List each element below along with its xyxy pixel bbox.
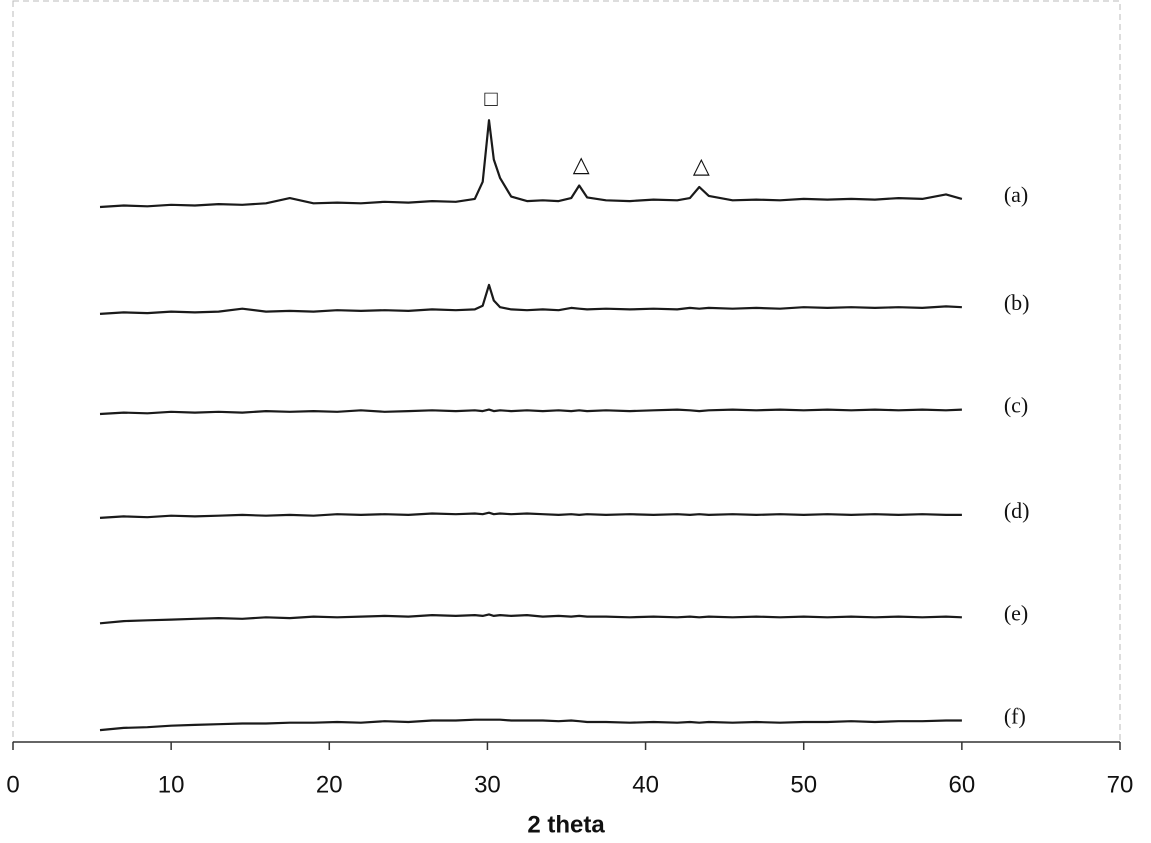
series-label: (c) bbox=[1004, 393, 1028, 418]
x-tick-label: 70 bbox=[1107, 771, 1134, 798]
series-line bbox=[99, 408, 962, 416]
series-label: (f) bbox=[1004, 704, 1026, 729]
series-label: (b) bbox=[1004, 290, 1030, 315]
series-line bbox=[99, 283, 962, 315]
x-tick-label: 20 bbox=[316, 771, 343, 798]
x-tick-label: 50 bbox=[790, 771, 817, 798]
peak-marker: □ bbox=[484, 86, 497, 111]
x-tick-label: 10 bbox=[158, 771, 185, 798]
x-tick-label: 40 bbox=[632, 771, 659, 798]
x-tick-label: 60 bbox=[949, 771, 976, 798]
x-tick-label: 0 bbox=[6, 771, 19, 798]
series-label: (e) bbox=[1004, 600, 1028, 625]
series-line bbox=[99, 119, 963, 209]
series-line bbox=[99, 511, 962, 519]
series-label: (a) bbox=[1004, 182, 1028, 207]
x-tick-label: 30 bbox=[474, 771, 501, 798]
series-line bbox=[99, 613, 962, 625]
series-line bbox=[99, 718, 962, 732]
x-axis-title: 2 theta bbox=[527, 811, 605, 838]
plot-frame bbox=[12, 0, 1121, 743]
series-label: (d) bbox=[1004, 498, 1030, 523]
peak-marker: △ bbox=[693, 153, 710, 178]
peak-marker: △ bbox=[573, 151, 590, 176]
